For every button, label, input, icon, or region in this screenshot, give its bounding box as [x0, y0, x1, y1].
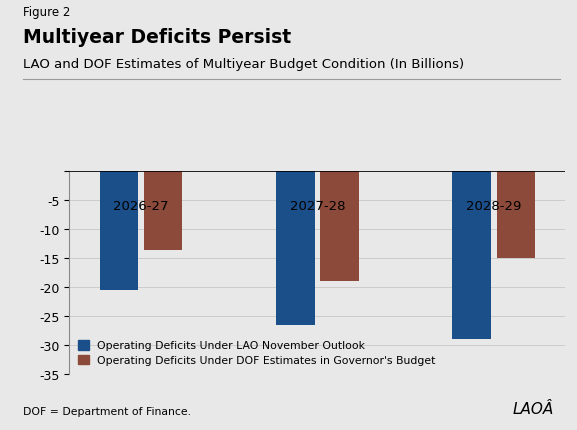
Text: DOF = Department of Finance.: DOF = Department of Finance.	[23, 406, 191, 416]
Bar	[452, 172, 491, 339]
Bar	[100, 172, 138, 290]
Text: Figure 2: Figure 2	[23, 6, 70, 19]
Text: LAO and DOF Estimates of Multiyear Budget Condition (In Billions): LAO and DOF Estimates of Multiyear Budge…	[23, 58, 464, 71]
Text: 2027-28: 2027-28	[290, 200, 345, 212]
Text: 2028-29: 2028-29	[466, 200, 522, 212]
Text: 2026-27: 2026-27	[113, 200, 168, 212]
Bar	[320, 172, 359, 282]
Bar	[144, 172, 182, 250]
Text: Multiyear Deficits Persist: Multiyear Deficits Persist	[23, 28, 291, 47]
Bar	[497, 172, 535, 258]
Bar	[276, 172, 314, 325]
Text: LAOÂ: LAOÂ	[513, 401, 554, 416]
Legend: Operating Deficits Under LAO November Outlook, Operating Deficits Under DOF Esti: Operating Deficits Under LAO November Ou…	[74, 337, 439, 369]
